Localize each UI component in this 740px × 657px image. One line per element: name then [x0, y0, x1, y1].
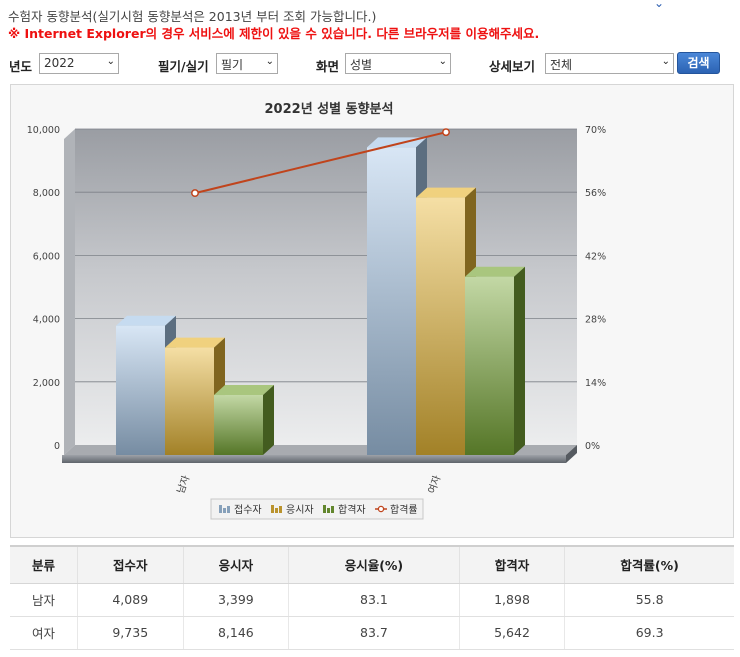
screen-select-value: 성별	[350, 58, 373, 72]
table-cell: 83.7	[288, 616, 460, 650]
bar-side	[514, 266, 525, 455]
screen-select[interactable]: 성별 ⌄	[345, 53, 451, 74]
bar-top	[214, 385, 274, 396]
chevron-down-icon: ⌄	[265, 56, 274, 67]
bar	[165, 347, 214, 455]
plot-floor-side	[566, 445, 577, 463]
table-header: 합격률(%)	[564, 545, 734, 584]
plot-side-wall	[64, 129, 75, 455]
screen-label: 화면	[316, 59, 340, 74]
chevron-down-icon: ⌄	[106, 56, 115, 67]
bar-top	[465, 266, 525, 277]
exam-type-label: 필기/실기	[158, 59, 209, 74]
legend-swatch	[331, 506, 334, 513]
detail-select[interactable]: 전체 ⌄	[545, 53, 674, 74]
table-header: 응시자	[182, 545, 289, 584]
year-select-value: 2022	[44, 56, 75, 70]
x-tick-label: 남자	[175, 474, 193, 495]
table-cell: 3,399	[182, 583, 289, 617]
line-point	[442, 128, 450, 137]
y2-tick-label: 70%	[585, 125, 606, 136]
legend-swatch	[327, 508, 330, 513]
legend-label: 합격자	[338, 503, 366, 516]
notice-info-text: 수험자 동향분석(실기시험 동향분석은 2013년 부터 조회 가능합니다.)	[8, 9, 377, 24]
table-header: 접수자	[76, 545, 184, 584]
legend-swatch	[279, 506, 282, 513]
y-tick-label: 0	[54, 441, 60, 452]
table-cell: 1,898	[458, 583, 565, 617]
y-tick-label: 8,000	[33, 188, 60, 199]
y-tick-label: 4,000	[33, 315, 60, 326]
y2-tick-label: 14%	[585, 378, 606, 389]
legend-label: 합격률	[390, 503, 418, 516]
bar	[367, 147, 416, 455]
table-row: 남자 4,089 3,399 83.1 1,898 55.8	[10, 583, 734, 617]
chart-title: 2022년 성별 동향분석	[265, 101, 394, 117]
legend-label: 응시자	[286, 504, 314, 516]
table-cell: 8,146	[182, 616, 289, 650]
legend-swatch	[275, 508, 278, 513]
y-tick-label: 10,000	[27, 125, 60, 136]
y2-tick-label: 0%	[585, 441, 600, 452]
chart-container: 2022년 성별 동향분석 0 2,000 4,000 6,000 8,000 10,000…	[10, 84, 734, 538]
search-button[interactable]: 검색	[677, 52, 720, 74]
table-cell: 69.3	[564, 616, 734, 650]
table-cell: 5,642	[458, 616, 565, 650]
exam-type-select-value: 필기	[221, 58, 244, 72]
year-label: 년도	[9, 59, 33, 74]
bar-top	[416, 187, 476, 198]
y2-tick-label: 56%	[585, 188, 606, 199]
year-select[interactable]: 2022 ⌄	[39, 53, 119, 74]
y-tick-label: 2,000	[33, 378, 60, 389]
line-point	[191, 189, 199, 198]
detail-label: 상세보기	[489, 59, 536, 74]
chevron-down-icon: ⌄	[661, 56, 670, 67]
notice: 수험자 동향분석(실기시험 동향분석은 2013년 부터 조회 가능합니다.) …	[8, 8, 539, 42]
table-cell: 여자	[10, 616, 78, 650]
filter-bar: 년도 2022 ⌄ 필기/실기 필기 ⌄ 화면 성별 ⌄ 상세보기 전체 ⌄ 검…	[0, 52, 740, 76]
line-series	[194, 131, 447, 195]
legend-swatch	[323, 505, 326, 513]
y2-tick-label: 42%	[585, 251, 606, 262]
table-header: 응시율(%)	[288, 545, 460, 584]
bar-side	[263, 385, 274, 455]
table-header-row: 분류 접수자 응시자 응시율(%) 합격자 합격률(%)	[10, 545, 734, 584]
stats-table: 분류 접수자 응시자 응시율(%) 합격자 합격률(%) 남자 4,089 3,…	[10, 545, 734, 650]
legend-marker	[377, 505, 385, 513]
chevron-down-icon: ⌄	[438, 56, 447, 67]
notice-warning-text: ※ Internet Explorer의 경우 서비스에 제한이 있을 수 있습…	[8, 26, 540, 41]
table-cell: 83.1	[288, 583, 460, 617]
bar	[465, 276, 514, 455]
legend-swatch	[219, 505, 222, 513]
bar	[214, 395, 263, 455]
plot-floor-front	[62, 455, 566, 463]
bar	[416, 197, 465, 455]
y2-tick-label: 28%	[585, 315, 606, 326]
bar	[116, 325, 165, 455]
chevron-down-icon: ⌄	[653, 0, 664, 10]
legend-swatch	[227, 506, 230, 513]
legend-swatch	[271, 505, 274, 513]
detail-select-value: 전체	[550, 58, 573, 72]
bar-top	[165, 337, 225, 348]
x-tick-label: 여자	[426, 474, 444, 495]
table-cell: 9,735	[76, 616, 184, 650]
legend-swatch	[223, 508, 226, 513]
bar-top	[116, 315, 176, 326]
table-cell: 남자	[10, 583, 78, 617]
chart-svg: 2022년 성별 동향분석 0 2,000 4,000 6,000 8,000 10,000…	[27, 101, 606, 520]
exam-type-select[interactable]: 필기 ⌄	[216, 53, 278, 74]
table-row: 여자 9,735 8,146 83.7 5,642 69.3	[10, 616, 734, 650]
table-header: 분류	[10, 545, 78, 584]
table-cell: 55.8	[564, 583, 734, 617]
legend-box	[210, 498, 424, 520]
legend-label: 접수자	[234, 504, 262, 516]
table-header: 합격자	[458, 545, 565, 584]
y-tick-label: 6,000	[33, 251, 60, 262]
table-cell: 4,089	[76, 583, 184, 617]
